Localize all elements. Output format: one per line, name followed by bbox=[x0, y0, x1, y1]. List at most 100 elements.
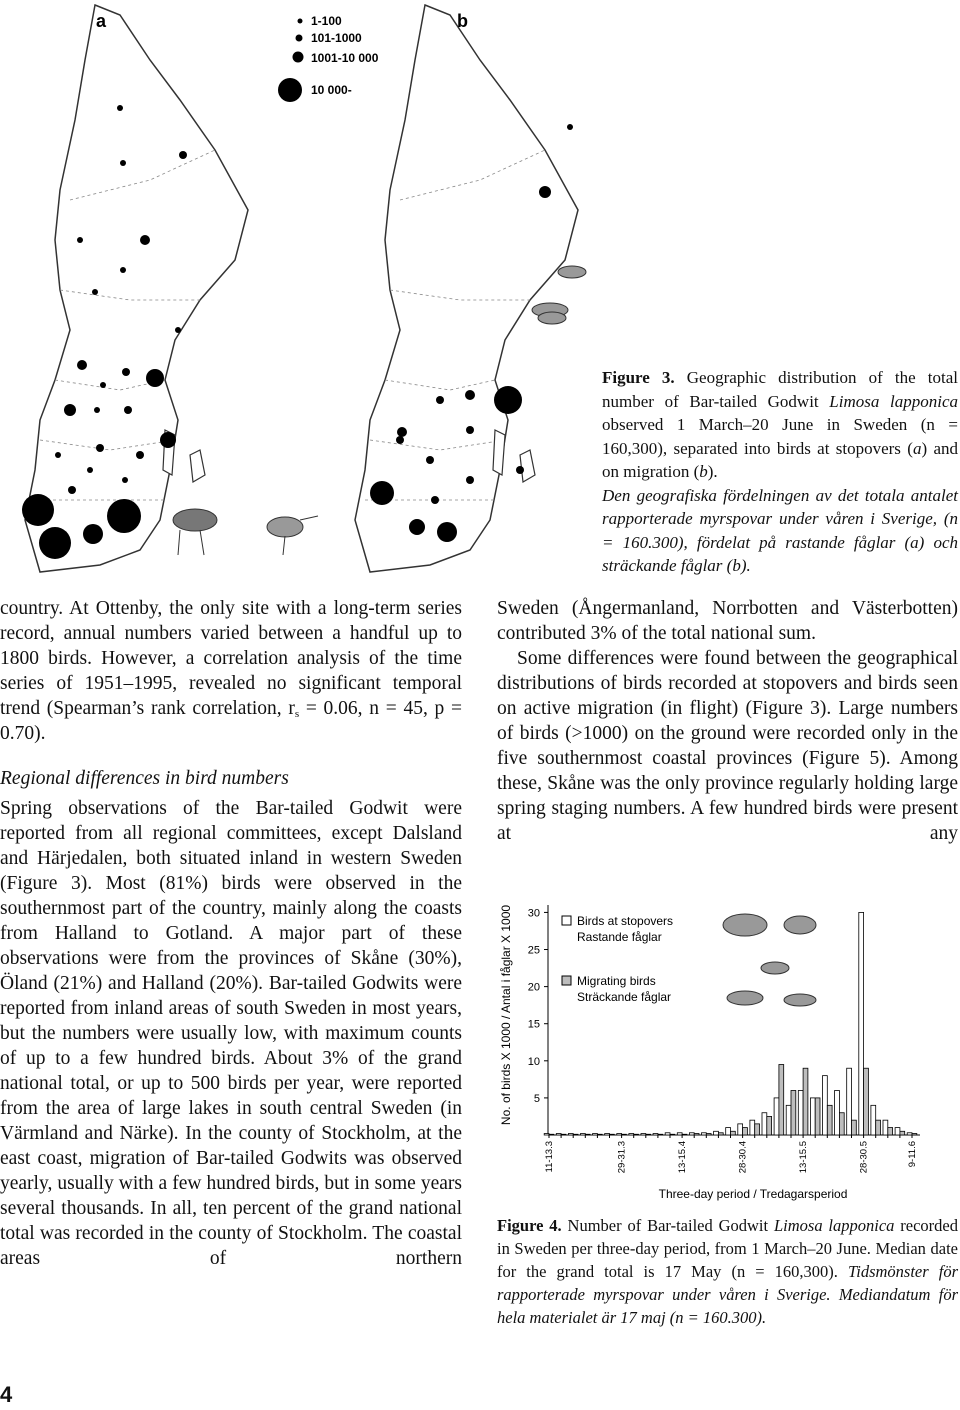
bar bbox=[676, 1132, 683, 1136]
bar bbox=[737, 1123, 743, 1136]
panel-label: a bbox=[96, 11, 107, 31]
y-tick-label: 5 bbox=[534, 1093, 540, 1105]
bar bbox=[597, 1133, 603, 1136]
bar bbox=[761, 1112, 768, 1136]
paragraph: Den geografiska fördelningen av det tota… bbox=[602, 484, 958, 578]
bar bbox=[846, 1067, 852, 1136]
text-run: Tidsmönster för rapporterade myrspovar u… bbox=[497, 1262, 958, 1327]
y-tick-label: 30 bbox=[528, 907, 540, 919]
legend-swatch bbox=[561, 915, 572, 926]
text-run: recorded in Sweden per three-day period,… bbox=[497, 1216, 958, 1281]
legend-label: Rastande fåglar bbox=[577, 930, 662, 944]
x-tick-label: 13-15.5 bbox=[798, 1141, 809, 1173]
bar bbox=[742, 1127, 748, 1136]
paragraph: country. At Ottenby, the only site with … bbox=[0, 596, 462, 746]
bar bbox=[790, 1090, 797, 1136]
bar bbox=[826, 1104, 833, 1136]
bar bbox=[548, 1133, 555, 1136]
paragraph: Some differences were found between the … bbox=[497, 646, 958, 846]
y-tick-label: 15 bbox=[528, 1019, 540, 1031]
bar bbox=[604, 1133, 610, 1136]
x-tick-label: 13-15.4 bbox=[677, 1141, 688, 1173]
panel-label: b bbox=[457, 11, 468, 31]
bar bbox=[701, 1132, 707, 1136]
text-run: Number of Bar-tailed Godwit bbox=[561, 1216, 774, 1235]
right-column: Sweden (Ångermanland, Norrbotten and Väs… bbox=[497, 596, 958, 846]
legend-label: 10 000- bbox=[311, 83, 352, 97]
bar bbox=[609, 1133, 615, 1136]
bar bbox=[689, 1132, 695, 1136]
bar bbox=[681, 1133, 688, 1136]
bar bbox=[858, 912, 864, 1136]
text-run: = 0.06, n = 45, p = 0.70). bbox=[0, 698, 462, 744]
bar bbox=[652, 1133, 659, 1136]
bar bbox=[894, 1127, 901, 1136]
x-tick-label: 29-31.3 bbox=[617, 1141, 628, 1173]
bar bbox=[887, 1127, 893, 1136]
text-run: Limosa lapponica bbox=[829, 391, 959, 411]
bar bbox=[810, 1097, 816, 1136]
bar bbox=[822, 1075, 828, 1136]
x-tick-label: 9-11.6 bbox=[907, 1141, 918, 1167]
bar bbox=[713, 1130, 719, 1136]
bar bbox=[797, 1090, 804, 1136]
y-tick-label: 20 bbox=[528, 982, 540, 994]
text-run: Geographic distribution of the total num… bbox=[602, 368, 958, 411]
bar bbox=[555, 1133, 562, 1136]
legend-label: 1001-10 000 bbox=[311, 51, 379, 65]
bar bbox=[560, 1133, 567, 1136]
bar bbox=[749, 1119, 756, 1136]
bar bbox=[754, 1123, 760, 1136]
paragraph: Spring observations of the Bar-tailed Go… bbox=[0, 796, 462, 1271]
bar bbox=[657, 1133, 664, 1136]
bar bbox=[693, 1133, 700, 1136]
text-run: a bbox=[912, 438, 922, 458]
bar bbox=[592, 1133, 598, 1136]
text-run: observed 1 March–20 June in Sweden (n = … bbox=[602, 415, 958, 458]
bar bbox=[633, 1133, 639, 1136]
y-tick-label: 10 bbox=[528, 1056, 540, 1068]
bar bbox=[705, 1133, 712, 1136]
paragraph: Figure 3. Geographic distribution of the… bbox=[602, 366, 958, 484]
legend-label: 1-100 bbox=[311, 14, 342, 28]
page-number: 4 bbox=[0, 1382, 13, 1407]
bar bbox=[814, 1097, 821, 1136]
legend-label: 101-1000 bbox=[311, 31, 362, 45]
legend-swatch bbox=[561, 975, 572, 986]
bar bbox=[785, 1104, 792, 1136]
text-run: Den geografiska fördelningen av det tota… bbox=[602, 485, 958, 576]
bar bbox=[875, 1119, 881, 1136]
text-run: Figure 3. bbox=[602, 368, 675, 387]
site-dots bbox=[22, 18, 573, 559]
left-column: country. At Ottenby, the only site with … bbox=[0, 596, 462, 1271]
bar bbox=[580, 1133, 586, 1136]
legend-label: Sträckande fåglar bbox=[577, 990, 671, 1004]
bar bbox=[640, 1133, 647, 1136]
bar bbox=[863, 1067, 869, 1136]
figure-3-caption: Figure 3. Geographic distribution of the… bbox=[602, 366, 958, 578]
bar bbox=[616, 1133, 622, 1136]
text-run: ). bbox=[707, 462, 718, 481]
bar bbox=[802, 1067, 809, 1136]
bar bbox=[730, 1130, 736, 1136]
bar bbox=[911, 1133, 918, 1136]
bar bbox=[839, 1112, 845, 1136]
bar bbox=[645, 1133, 651, 1136]
y-tick-label: 25 bbox=[528, 945, 540, 957]
legend-label: Migrating birds bbox=[577, 974, 656, 988]
x-tick-label: 11-13.3 bbox=[544, 1141, 555, 1173]
y-axis-label: No. of birds X 1000 / Antal i fåglar X 1… bbox=[499, 905, 513, 1125]
bar bbox=[870, 1104, 877, 1136]
text-run: Some differences were found between the … bbox=[497, 648, 958, 844]
paragraph: Sweden (Ångermanland, Norrbotten and Väs… bbox=[497, 596, 958, 646]
text-run: Spring observations of the Bar-tailed Go… bbox=[0, 798, 462, 1269]
text-run: s bbox=[294, 708, 300, 720]
figure-4-caption: Figure 4. Number of Bar-tailed Godwit Li… bbox=[497, 1214, 958, 1329]
bird-illustrations bbox=[172, 265, 817, 1007]
bar bbox=[664, 1132, 671, 1136]
bar bbox=[766, 1116, 772, 1136]
text-run: Sweden (Ångermanland, Norrbotten and Väs… bbox=[497, 598, 958, 644]
bar bbox=[568, 1133, 574, 1136]
